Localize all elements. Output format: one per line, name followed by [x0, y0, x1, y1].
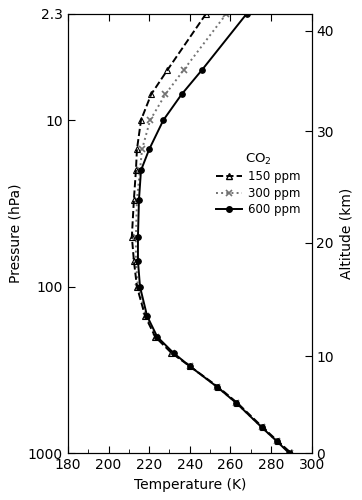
X-axis label: Temperature (K): Temperature (K) — [134, 478, 246, 492]
Legend: 150 ppm, 300 ppm, 600 ppm: 150 ppm, 300 ppm, 600 ppm — [216, 152, 301, 216]
Y-axis label: Pressure (hPa): Pressure (hPa) — [8, 184, 22, 284]
Y-axis label: Altitude (km): Altitude (km) — [340, 188, 354, 279]
